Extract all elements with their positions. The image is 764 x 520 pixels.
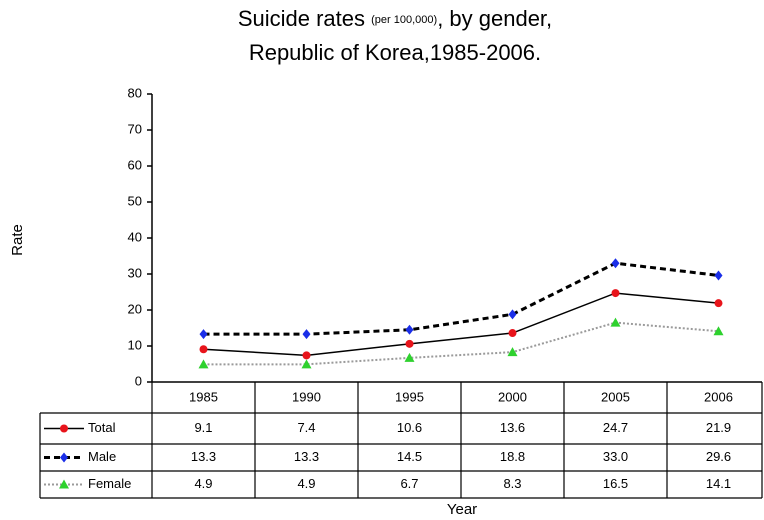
table-value: 18.8 — [500, 449, 525, 464]
table-value: 7.4 — [297, 420, 315, 435]
table-value: 13.3 — [191, 449, 216, 464]
point — [405, 339, 414, 348]
series-line — [203, 261, 719, 336]
title-note: (per 100,000) — [371, 14, 437, 26]
point — [199, 345, 208, 354]
table-value: 33.0 — [603, 449, 628, 464]
point — [405, 324, 414, 335]
chart-subtitle: Republic of Korea,1985-2006. — [249, 40, 541, 65]
chart-title-line: Suicide rates (per 100,000), by gender, — [238, 6, 552, 31]
chart-title: Suicide rates — [238, 6, 365, 31]
point — [404, 352, 415, 362]
point — [302, 351, 311, 360]
legend-marker — [59, 479, 69, 489]
y-axis-label: Rate — [9, 224, 26, 256]
point — [301, 359, 312, 369]
legend-label: Male — [88, 449, 116, 464]
table-value: 6.7 — [400, 476, 418, 491]
y-tick-label: 10 — [128, 337, 142, 352]
table-value: 21.9 — [706, 420, 731, 435]
table-value: 24.7 — [603, 420, 628, 435]
point — [611, 258, 620, 269]
table-value: 4.9 — [194, 476, 212, 491]
point — [302, 329, 311, 340]
y-tick-label: 20 — [128, 301, 142, 316]
y-tick-label: 30 — [128, 265, 142, 280]
table-value: 10.6 — [397, 420, 422, 435]
table-value: 14.5 — [397, 449, 422, 464]
point — [713, 326, 724, 336]
x-tick-label: 1990 — [292, 389, 321, 404]
table-value: 8.3 — [503, 476, 521, 491]
series-line — [203, 321, 719, 366]
series-line — [203, 292, 719, 357]
table-value: 14.1 — [706, 476, 731, 491]
y-tick-label: 50 — [128, 193, 142, 208]
table-value: 13.6 — [500, 420, 525, 435]
table-value: 9.1 — [194, 420, 212, 435]
title-rest: , by gender, — [437, 6, 552, 31]
point — [507, 347, 518, 357]
point — [714, 299, 723, 308]
point — [508, 329, 517, 338]
x-tick-label: 2000 — [498, 389, 527, 404]
table-value: 16.5 — [603, 476, 628, 491]
table-value: 29.6 — [706, 449, 731, 464]
y-tick-label: 0 — [135, 373, 142, 388]
table-value: 4.9 — [297, 476, 315, 491]
y-tick-label: 40 — [128, 229, 142, 244]
x-axis-label: Year — [447, 501, 477, 518]
x-tick-label: 2005 — [601, 389, 630, 404]
y-tick-label: 60 — [128, 157, 142, 172]
x-tick-label: 1995 — [395, 389, 424, 404]
point — [508, 309, 517, 320]
legend-marker — [60, 424, 68, 433]
table-value: 13.3 — [294, 449, 319, 464]
legend-label: Total — [88, 420, 116, 435]
legend-marker — [60, 452, 68, 463]
y-tick-label: 80 — [128, 85, 142, 100]
point — [199, 329, 208, 340]
point — [198, 359, 209, 369]
x-tick-label: 1985 — [189, 389, 218, 404]
x-tick-label: 2006 — [704, 389, 733, 404]
point — [610, 317, 621, 327]
point — [714, 270, 723, 281]
point — [611, 289, 620, 298]
legend-label: Female — [88, 476, 131, 491]
y-tick-label: 70 — [128, 121, 142, 136]
